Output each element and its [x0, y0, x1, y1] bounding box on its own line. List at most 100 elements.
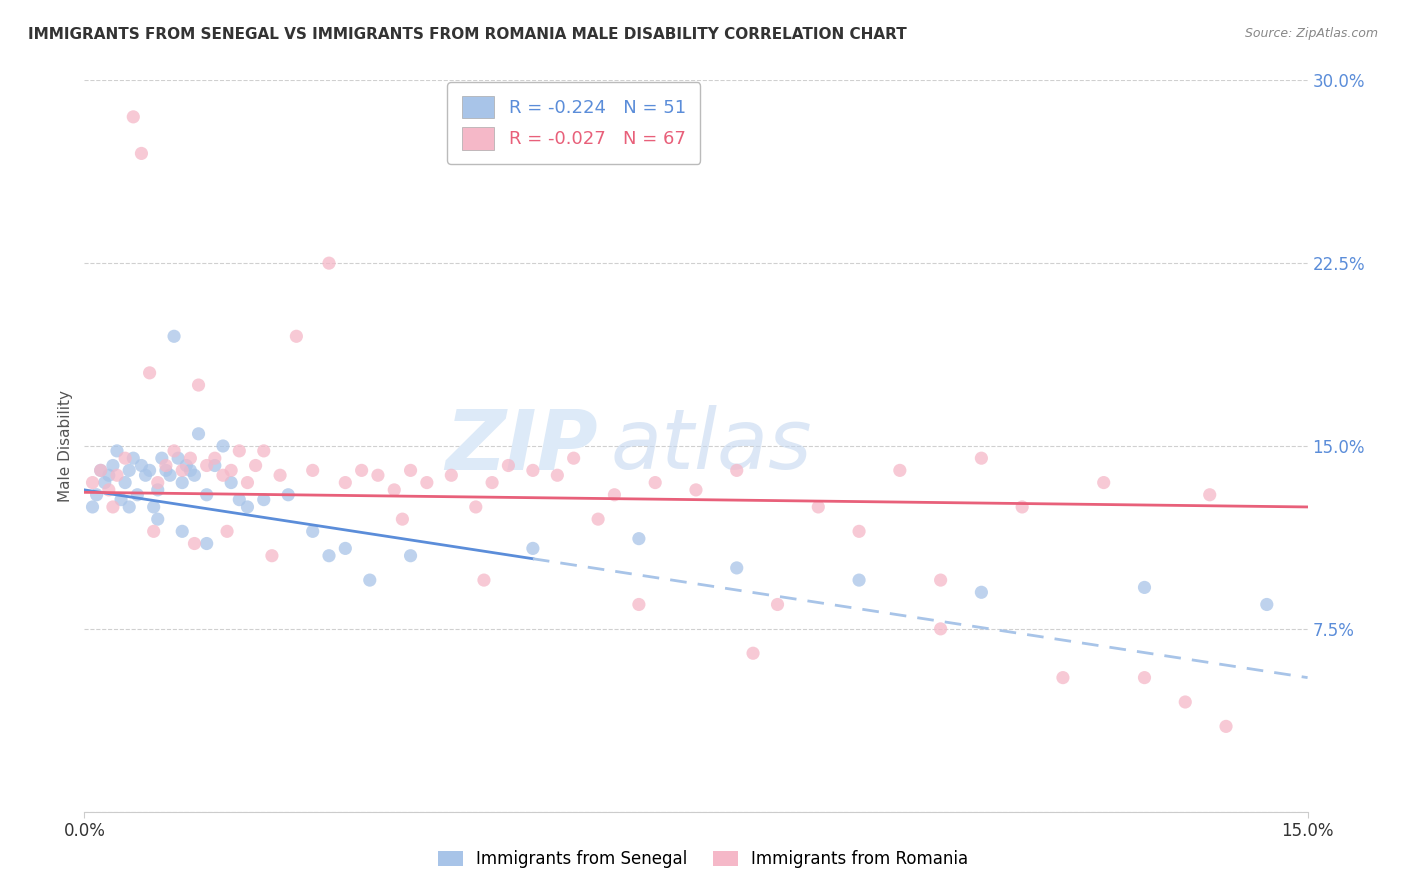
Point — [440, 468, 463, 483]
Point — [889, 463, 911, 477]
Point — [318, 256, 340, 270]
Point — [195, 488, 218, 502]
Point — [1256, 598, 1278, 612]
Point — [86, 488, 108, 502]
Point — [1215, 719, 1237, 733]
Point — [204, 458, 226, 473]
Legend: R = -0.224   N = 51, R = -0.027   N = 67: R = -0.224 N = 51, R = -0.027 N = 67 — [447, 82, 700, 164]
Point — [1052, 671, 1074, 685]
Point — [970, 585, 993, 599]
Point — [1174, 695, 1197, 709]
Point — [187, 426, 209, 441]
Point — [929, 622, 952, 636]
Point — [105, 468, 128, 483]
Point — [301, 463, 323, 477]
Point — [301, 524, 323, 539]
Point — [150, 451, 173, 466]
Point — [335, 541, 357, 556]
Point — [183, 468, 205, 483]
Point — [212, 439, 235, 453]
Point — [155, 463, 177, 477]
Point — [105, 443, 128, 458]
Point — [522, 541, 544, 556]
Point — [131, 458, 153, 473]
Point — [228, 492, 250, 507]
Point — [1198, 488, 1220, 502]
Point — [122, 110, 145, 124]
Point — [179, 463, 201, 477]
Point — [179, 451, 201, 466]
Point — [219, 463, 242, 477]
Point — [187, 378, 209, 392]
Text: atlas: atlas — [610, 406, 813, 486]
Point — [101, 458, 124, 473]
Point — [97, 483, 120, 497]
Point — [195, 536, 218, 550]
Point — [90, 463, 112, 477]
Point — [138, 366, 160, 380]
Point — [627, 532, 650, 546]
Point — [399, 549, 422, 563]
Point — [685, 483, 707, 497]
Text: Source: ZipAtlas.com: Source: ZipAtlas.com — [1244, 27, 1378, 40]
Point — [766, 598, 789, 612]
Point — [146, 475, 169, 490]
Point — [260, 549, 283, 563]
Point — [135, 468, 157, 483]
Point — [546, 468, 568, 483]
Point — [285, 329, 308, 343]
Point — [627, 598, 650, 612]
Point — [114, 451, 136, 466]
Point — [122, 451, 145, 466]
Point — [93, 475, 115, 490]
Point — [138, 463, 160, 477]
Point — [146, 483, 169, 497]
Point — [382, 483, 405, 497]
Point — [1092, 475, 1115, 490]
Point — [167, 451, 190, 466]
Point — [464, 500, 486, 514]
Point — [807, 500, 830, 514]
Point — [212, 468, 235, 483]
Point — [142, 524, 165, 539]
Text: ZIP: ZIP — [446, 406, 598, 486]
Point — [725, 561, 748, 575]
Point — [217, 524, 239, 539]
Point — [90, 463, 112, 477]
Point — [359, 573, 381, 587]
Point — [114, 475, 136, 490]
Point — [367, 468, 389, 483]
Legend: Immigrants from Senegal, Immigrants from Romania: Immigrants from Senegal, Immigrants from… — [432, 844, 974, 875]
Point — [277, 488, 299, 502]
Point — [172, 463, 194, 477]
Point — [219, 475, 242, 490]
Point — [82, 500, 104, 514]
Point — [97, 468, 120, 483]
Point — [481, 475, 503, 490]
Point — [118, 463, 141, 477]
Point — [163, 443, 186, 458]
Point — [159, 468, 181, 483]
Point — [172, 475, 194, 490]
Text: IMMIGRANTS FROM SENEGAL VS IMMIGRANTS FROM ROMANIA MALE DISABILITY CORRELATION C: IMMIGRANTS FROM SENEGAL VS IMMIGRANTS FR… — [28, 27, 907, 42]
Point — [228, 443, 250, 458]
Point — [929, 573, 952, 587]
Y-axis label: Male Disability: Male Disability — [58, 390, 73, 502]
Point — [110, 492, 132, 507]
Point — [245, 458, 267, 473]
Point — [146, 512, 169, 526]
Point — [848, 524, 870, 539]
Point — [472, 573, 495, 587]
Point — [350, 463, 373, 477]
Point — [522, 463, 544, 477]
Point — [163, 329, 186, 343]
Point — [236, 500, 259, 514]
Point — [195, 458, 218, 473]
Point — [725, 463, 748, 477]
Point — [391, 512, 413, 526]
Point — [399, 463, 422, 477]
Point — [253, 443, 276, 458]
Point — [416, 475, 439, 490]
Point — [172, 524, 194, 539]
Point — [603, 488, 626, 502]
